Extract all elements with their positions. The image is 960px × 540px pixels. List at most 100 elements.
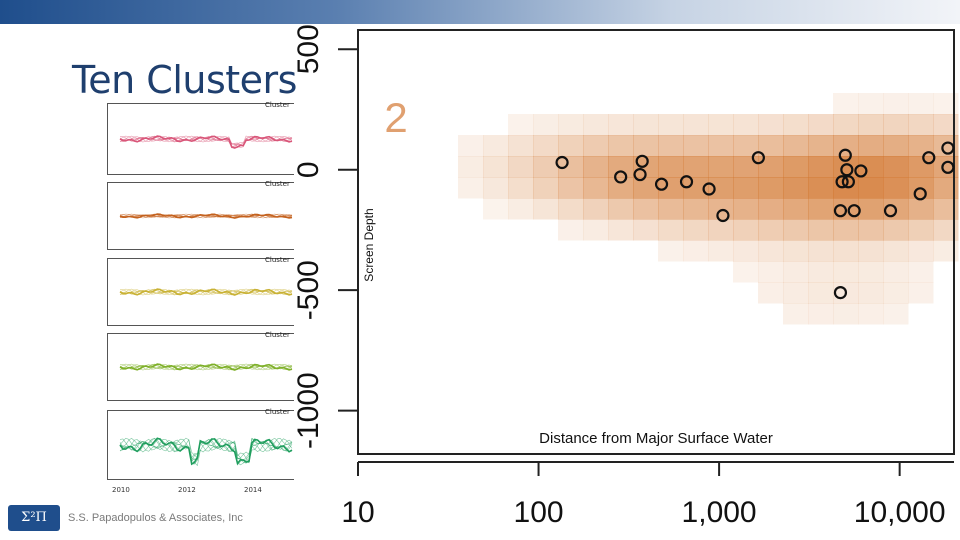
- density-cell: [733, 261, 759, 283]
- density-cell: [733, 114, 759, 136]
- y-tick-label: -1000: [292, 372, 325, 449]
- density-cell: [883, 114, 909, 136]
- data-point: [854, 164, 868, 178]
- data-point: [614, 170, 628, 184]
- y-tick-label: -500: [292, 260, 325, 320]
- density-cell: [783, 303, 809, 325]
- density-cell: [858, 93, 884, 115]
- cluster-series-line: [119, 438, 293, 459]
- density-cell: [808, 282, 834, 304]
- density-cell: [683, 219, 709, 241]
- density-cell: [483, 156, 509, 178]
- density-cell: [558, 177, 584, 199]
- density-cell: [833, 114, 859, 136]
- density-cell: [708, 156, 734, 178]
- cluster-panel: [107, 182, 294, 250]
- density-cell: [683, 177, 709, 199]
- density-cell: [483, 198, 509, 220]
- density-cell: [833, 93, 859, 115]
- cluster-panel-label: Cluster: [265, 331, 290, 339]
- panel-year-label: 2012: [178, 486, 196, 494]
- density-cell: [458, 135, 484, 157]
- density-cell: [858, 261, 884, 283]
- cluster-series-line: [119, 437, 293, 467]
- y-tick-label: 500: [292, 24, 325, 74]
- density-cell: [808, 219, 834, 241]
- axes-layer: 500 0 -500 -1000 10 100 1,000 10,000: [292, 24, 954, 529]
- data-point: [835, 175, 849, 189]
- data-point: [838, 148, 852, 162]
- cluster-panel: [107, 103, 294, 175]
- cluster-sparkline: [119, 437, 293, 467]
- density-cell: [908, 135, 934, 157]
- density-cell: [533, 135, 559, 157]
- cluster-sparkline: [119, 363, 293, 371]
- density-cell: [858, 219, 884, 241]
- density-cell: [908, 282, 934, 304]
- density-cell: [583, 198, 609, 220]
- density-cell: [583, 177, 609, 199]
- density-cell: [708, 198, 734, 220]
- density-cell: [933, 240, 959, 262]
- density-cell: [933, 198, 959, 220]
- density-cell: [808, 177, 834, 199]
- density-cell: [708, 177, 734, 199]
- density-cell: [883, 93, 909, 115]
- density-cell: [808, 135, 834, 157]
- cluster-series-line: [119, 288, 293, 296]
- density-cell: [808, 303, 834, 325]
- density-cell: [833, 219, 859, 241]
- data-point: [841, 175, 855, 189]
- cluster-series-line: [119, 437, 293, 464]
- density-cell: [883, 219, 909, 241]
- density-cell: [733, 198, 759, 220]
- data-point: [555, 155, 569, 170]
- x-tick-label: 10,000: [854, 496, 946, 529]
- density-cell: [533, 198, 559, 220]
- cluster-panel-label: Cluster: [265, 101, 290, 109]
- density-cell: [583, 114, 609, 136]
- points-layer: [555, 141, 955, 300]
- density-cell: [558, 156, 584, 178]
- cluster-panel: [107, 258, 294, 326]
- company-name: S.S. Papadopulos & Associates, Inc: [68, 512, 243, 524]
- data-point: [883, 204, 898, 218]
- data-point: [833, 285, 848, 300]
- density-cell: [758, 156, 784, 178]
- slide-title: Ten Clusters: [72, 58, 297, 102]
- density-cell: [908, 240, 934, 262]
- density-cell: [808, 156, 834, 178]
- plot-frame: [357, 29, 955, 455]
- density-cell: [908, 156, 934, 178]
- density-cell: [583, 156, 609, 178]
- data-point: [679, 175, 694, 189]
- data-point: [833, 204, 848, 218]
- density-cell: [508, 177, 534, 199]
- density-cell: [658, 135, 684, 157]
- cluster-sparkline: [119, 213, 293, 219]
- density-cell: [633, 114, 659, 136]
- density-cell: [783, 261, 809, 283]
- density-cell: [533, 156, 559, 178]
- density-cell: [608, 114, 634, 136]
- density-cell: [908, 93, 934, 115]
- panel-year-label: 2014: [244, 486, 262, 494]
- density-cell: [633, 219, 659, 241]
- density-cell: [658, 177, 684, 199]
- data-point: [635, 154, 649, 168]
- density-cell: [658, 240, 684, 262]
- density-cell: [783, 240, 809, 262]
- density-cell: [858, 303, 884, 325]
- density-cell: [633, 135, 659, 157]
- density-cell: [933, 114, 959, 136]
- data-point: [913, 187, 927, 201]
- density-cell: [608, 156, 634, 178]
- panel-number: 2: [384, 94, 407, 141]
- density-cell: [758, 240, 784, 262]
- density-cell: [883, 240, 909, 262]
- cluster-series-line: [119, 363, 293, 371]
- density-cell: [658, 198, 684, 220]
- density-cell: [883, 156, 909, 178]
- density-cell: [558, 198, 584, 220]
- density-cell: [683, 156, 709, 178]
